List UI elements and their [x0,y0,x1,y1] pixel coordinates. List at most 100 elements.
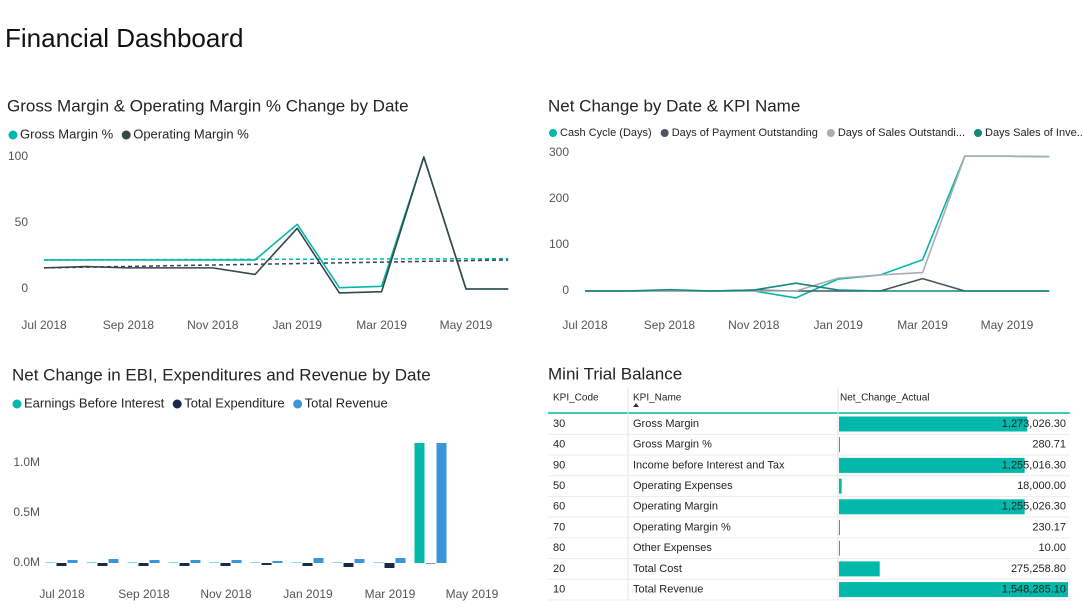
y-tick-label: 100 [8,149,28,163]
cell-value: 1,255,016.30 [1002,459,1066,471]
x-tick-label: Sep 2018 [118,587,170,601]
cell-name: Operating Expenses [633,480,733,492]
y-tick-label: 50 [15,215,29,229]
x-tick-label: Mar 2019 [356,318,407,332]
data-bar [839,540,840,556]
bar [373,562,384,563]
data-bar [839,437,840,453]
x-tick-label: Jan 2019 [273,318,323,332]
cell-code: 40 [553,439,565,451]
cell-name: Gross Margin [633,418,699,430]
cell-name: Operating Margin % [633,521,731,533]
legend-label: Total Expenditure [184,395,284,410]
y-tick-label: 200 [549,191,569,205]
x-tick-label: Jan 2019 [814,318,864,332]
x-tick-label: Sep 2018 [103,318,155,332]
bar [354,559,365,563]
bar [384,563,395,568]
series-line [44,156,509,290]
bar [343,563,354,567]
data-bar [839,478,842,494]
bar [97,563,108,566]
cell-code: 50 [553,480,565,492]
chart-title: Gross Margin & Operating Margin % Change… [7,96,409,115]
column-header: KPI_Code [553,393,599,404]
legend-label: Cash Cycle (Days) [560,127,652,139]
chart-title: Net Change in EBI, Expenditures and Reve… [12,365,431,384]
cell-code: 90 [553,459,565,471]
bar [231,560,242,563]
bar [138,563,149,566]
bar [149,560,160,563]
legend-marker [8,130,18,140]
cell-value: 275,258.80 [1011,563,1066,575]
x-tick-label: Mar 2019 [365,587,416,601]
data-bar [839,561,880,577]
bar [86,562,97,563]
bar [313,558,324,563]
cell-name: Other Expenses [633,542,712,554]
legend-marker [826,129,835,137]
sort-indicator [633,403,639,407]
cell-name: Total Cost [633,563,682,575]
y-tick-label: 0.0M [13,555,40,569]
legend-label: Operating Margin % [133,126,249,141]
x-tick-label: May 2019 [981,318,1034,332]
legend-marker [660,129,669,137]
cell-value: 1,548,285.10 [1002,584,1066,596]
bar [45,562,56,563]
data-bar [839,520,840,535]
data-bar [839,416,1028,432]
cell-value: 230.17 [1032,521,1066,533]
x-tick-label: May 2019 [440,318,493,332]
bar [395,558,406,563]
bar [209,562,220,563]
series-line [585,155,1050,299]
bar [56,563,67,566]
legend-marker [12,399,22,409]
data-bar [839,457,1025,473]
bar [168,562,179,563]
cell-value: 10.00 [1038,542,1066,554]
x-tick-label: Nov 2018 [728,318,780,332]
legend-marker [293,399,303,409]
data-bar [839,582,1068,598]
cell-name: Total Revenue [633,584,703,596]
y-tick-label: 300 [549,145,569,159]
y-tick-label: 100 [549,237,569,251]
bar [179,563,190,566]
legend-label: Days of Sales Outstandi... [838,127,965,139]
y-tick-label: 0 [562,283,569,297]
cell-name: Income before Interest and Tax [633,459,785,471]
bar [302,563,313,566]
legend-label: Days of Payment Outstanding [672,127,818,139]
cell-value: 1,255,026.30 [1002,501,1066,513]
cell-code: 30 [553,418,565,430]
legend-marker [974,129,982,137]
y-tick-label: 1.0M [13,455,40,469]
x-tick-label: Mar 2019 [897,318,948,332]
bar [291,562,302,563]
legend-marker [549,129,557,137]
bar [190,560,201,563]
series-line [43,156,509,294]
bar [250,562,261,563]
chart-title: Net Change by Date & KPI Name [548,96,800,115]
cell-value: 18,000.00 [1017,480,1066,492]
bar [272,561,283,563]
series-line [585,155,1050,292]
x-tick-label: Jul 2018 [39,587,85,601]
cell-code: 60 [553,501,565,513]
legend-label: Total Revenue [305,395,388,410]
legend-marker [172,399,182,409]
data-bar [839,499,1025,515]
x-tick-label: Jul 2018 [562,318,608,332]
cell-name: Operating Margin [633,501,718,513]
legend-label: Earnings Before Interest [24,395,165,410]
x-tick-label: Nov 2018 [187,318,239,332]
cell-value: 280.71 [1032,439,1066,451]
bar [220,563,231,566]
bar [436,443,447,563]
cell-name: Gross Margin % [633,439,712,451]
